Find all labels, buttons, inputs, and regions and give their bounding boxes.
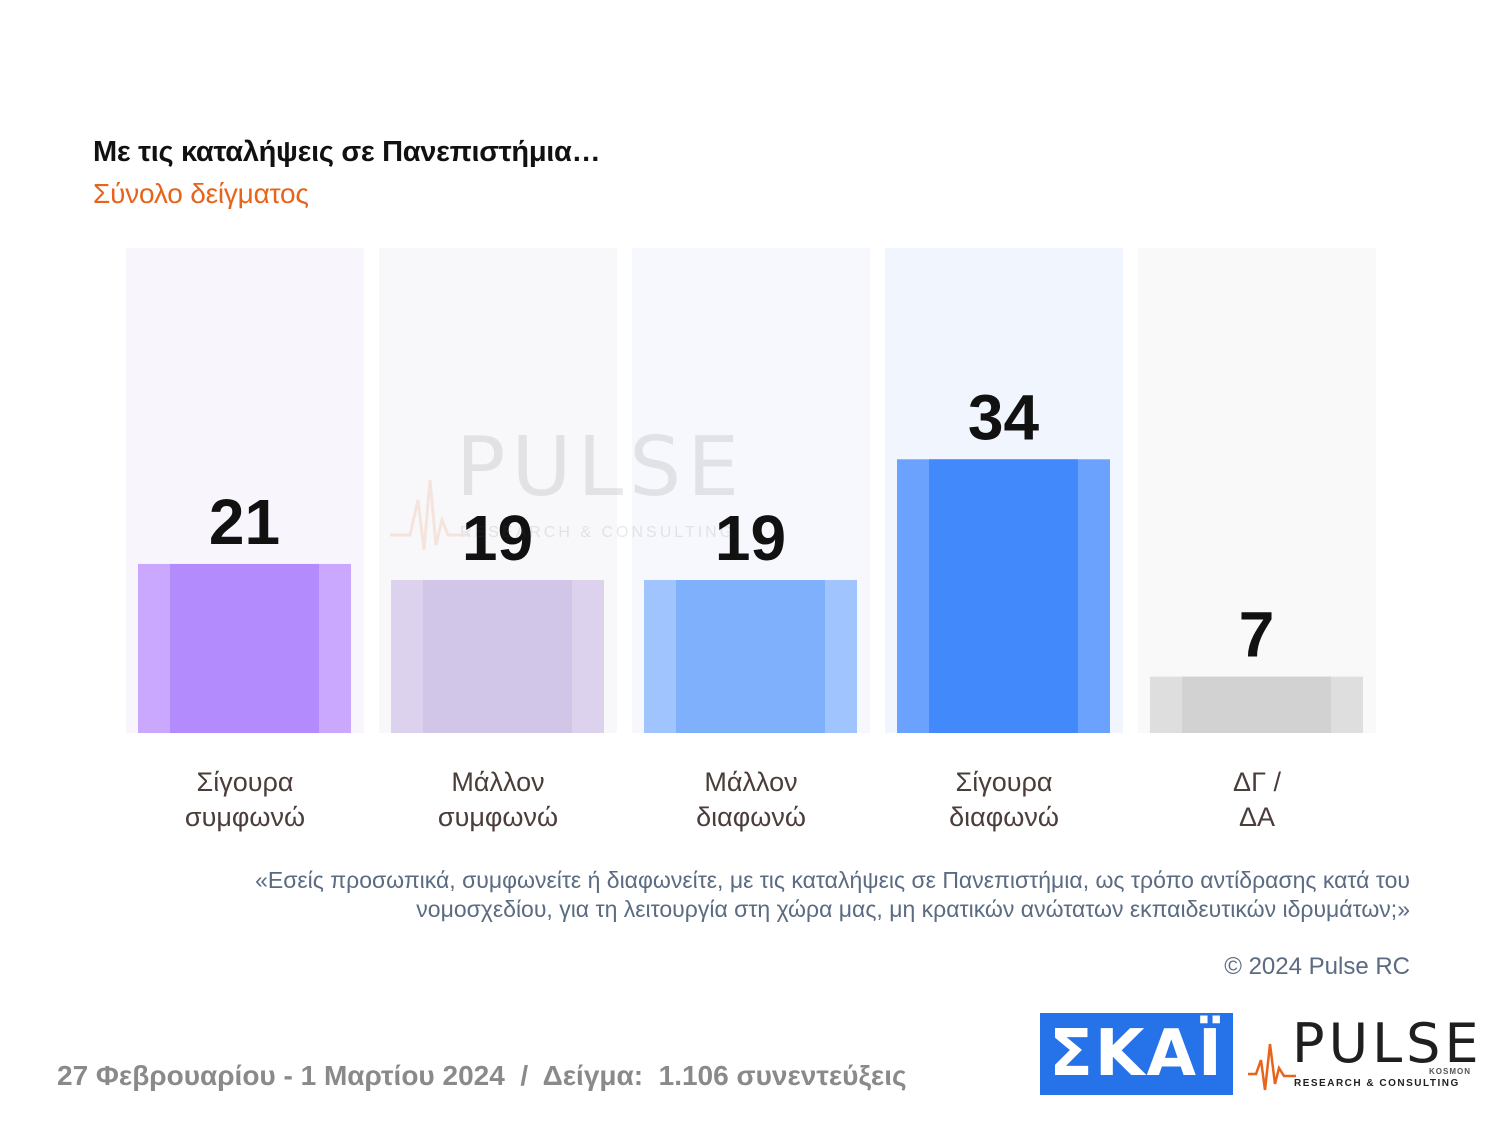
pulse-wave-icon xyxy=(1248,1043,1296,1091)
bar-value-label-4: 7 xyxy=(1239,599,1275,671)
category-label-3: Σίγουρα διαφωνώ xyxy=(949,767,1059,832)
skai-logo: ΣΚΑΪ xyxy=(1040,1013,1233,1095)
bar-fill-3 xyxy=(929,459,1078,733)
category-label-0: Σίγουρα συμφωνώ xyxy=(184,767,306,832)
pulse-logo-tagline: RESEARCH & CONSULTING xyxy=(1294,1078,1460,1089)
category-label-2: Μάλλον διαφωνώ xyxy=(696,767,806,832)
bar-panel-4 xyxy=(1138,248,1376,733)
bar-fill-4 xyxy=(1182,676,1331,733)
fieldwork-dates: 27 Φεβρουαρίου - 1 Μαρτίου 2024 / Δείγμα… xyxy=(57,1060,907,1091)
pulse-logo-kosmon: KOSMON xyxy=(1429,1067,1471,1076)
chart-subtitle: Σύνολο δείγματος xyxy=(93,178,309,209)
copyright-note: © 2024 Pulse RC xyxy=(1224,953,1410,980)
survey-question: «Εσείς προσωπικά, συμφωνείτε ή διαφωνείτ… xyxy=(255,867,1410,922)
bar-chart: 21 19 19 34 7 xyxy=(138,248,1376,733)
bar-fill-2 xyxy=(676,580,825,733)
skai-logo-text: ΣΚΑΪ xyxy=(1049,1017,1224,1091)
bar-fill-0 xyxy=(170,563,319,733)
pulse-logo-word: PULSE xyxy=(1292,1012,1483,1075)
chart-title: Με τις καταλήψεις σε Πανεπιστήμια… xyxy=(93,136,601,168)
category-label-1: Μάλλον συμφωνώ xyxy=(437,767,559,832)
bar-fill-1 xyxy=(423,580,572,733)
category-label-4: ΔΓ / ΔΑ xyxy=(1233,767,1281,832)
bar-value-label-1: 19 xyxy=(462,502,533,574)
bar-value-label-0: 21 xyxy=(209,486,280,558)
pulse-logo: PULSE KOSMON RESEARCH & CONSULTING xyxy=(1246,1012,1479,1098)
bar-value-label-2: 19 xyxy=(715,502,786,574)
bar-value-label-3: 34 xyxy=(968,381,1040,453)
